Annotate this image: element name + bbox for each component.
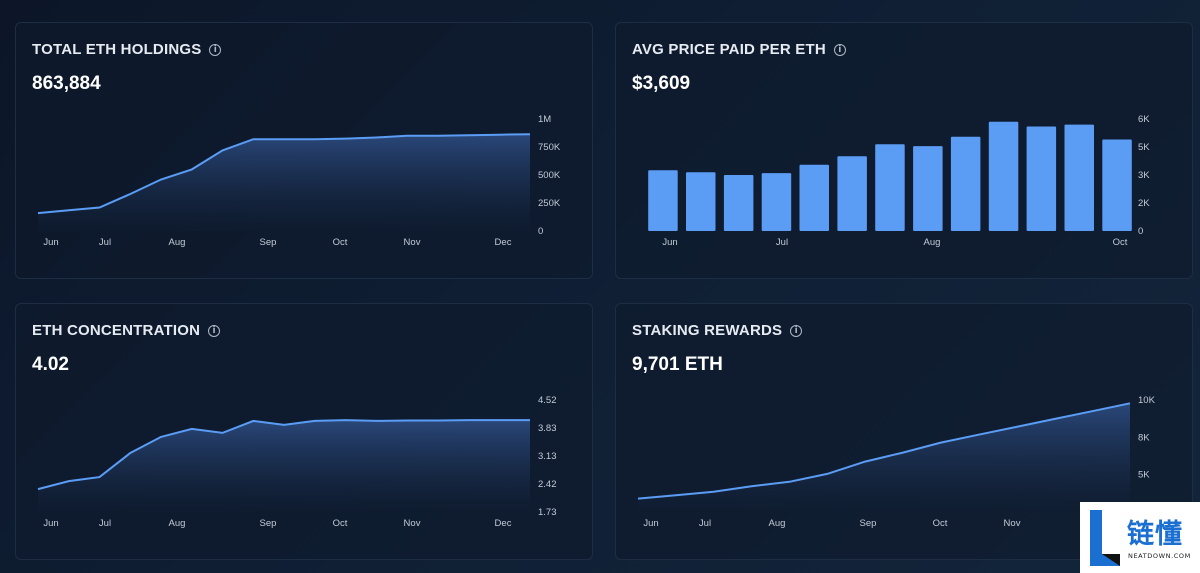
x-tick-label: Aug — [769, 518, 786, 529]
eth-concentration-card: ETH CONCENTRATION i 4.02 4.52 3.83 3.13 2.4… — [15, 303, 593, 560]
card-value: $3,609 — [632, 73, 691, 94]
x-tick-label: Sep — [260, 237, 277, 248]
card-title: STAKING REWARDS i — [632, 322, 803, 339]
x-tick-label: Jun — [43, 237, 58, 248]
x-tick-label: Oct — [933, 518, 948, 529]
y-tick-label: 0 — [538, 226, 543, 237]
logo-mark-icon — [1090, 510, 1120, 566]
info-icon[interactable]: i — [209, 43, 222, 56]
x-tick-label: Sep — [860, 518, 877, 529]
x-tick-label: Jul — [99, 518, 111, 529]
bar[interactable] — [913, 146, 943, 231]
area-fill — [38, 134, 530, 231]
concentration-chart: 4.52 3.83 3.13 2.42 1.73 Jun Jul Aug Sep Oct Nov De… — [37, 395, 557, 529]
x-tick-label: Nov — [1004, 518, 1021, 529]
y-tick-label: 6K — [1138, 114, 1150, 125]
x-tick-label: Jun — [662, 237, 677, 248]
y-tick-label: 5K — [1138, 142, 1150, 153]
holdings-chart: 1M 750K 500K 250K 0 Jun Jul Aug Sep Oct Nov Dec — [37, 114, 561, 248]
bar[interactable] — [1064, 124, 1095, 231]
bar[interactable] — [875, 144, 905, 231]
bar[interactable] — [799, 164, 830, 231]
info-icon[interactable]: i — [208, 324, 221, 337]
y-tick-label: 4.52 — [538, 395, 557, 406]
x-tick-label: Oct — [333, 237, 348, 248]
card-value: 9,701 ETH — [632, 354, 723, 375]
bar[interactable] — [1102, 139, 1132, 232]
x-tick-label: Jun — [643, 518, 658, 529]
y-tick-label: 5K — [1138, 470, 1150, 481]
x-tick-label: Dec — [495, 518, 512, 529]
x-tick-label: Oct — [1113, 237, 1128, 248]
y-tick-label: 1.73 — [538, 507, 557, 518]
bar[interactable] — [648, 170, 678, 231]
card-value: 863,884 — [32, 73, 101, 94]
x-tick-label: Aug — [169, 237, 186, 248]
x-tick-label: Aug — [924, 237, 941, 248]
watermark-logo: 链懂 NEATDOWN.COM — [1080, 502, 1200, 573]
info-icon[interactable]: i — [790, 324, 803, 337]
card-title: AVG PRICE PAID PER ETH i — [632, 41, 846, 58]
x-tick-label: Sep — [260, 518, 277, 529]
bar[interactable] — [950, 136, 981, 231]
y-tick-label: 2K — [1138, 198, 1150, 209]
y-tick-label: 1M — [538, 114, 551, 125]
total-eth-holdings-card: TOTAL ETH HOLDINGS i 863,884 1M 750K 500K 2… — [15, 22, 593, 279]
avg-price-chart: 6K 5K 3K 2K 0 Jun Jul Aug Oct — [648, 114, 1150, 248]
bar[interactable] — [988, 121, 1019, 231]
card-title: ETH CONCENTRATION i — [32, 322, 221, 339]
y-tick-label: 3.83 — [538, 423, 557, 434]
y-tick-label: 3K — [1138, 170, 1150, 181]
x-tick-label: Jul — [99, 237, 111, 248]
y-tick-label: 0 — [1138, 226, 1143, 237]
watermark-en: NEATDOWN.COM — [1128, 552, 1191, 560]
y-tick-label: 8K — [1138, 432, 1150, 443]
y-tick-label: 250K — [538, 198, 561, 209]
y-tick-label: 3.13 — [538, 451, 557, 462]
x-tick-label: Jun — [43, 518, 58, 529]
x-tick-label: Nov — [404, 518, 421, 529]
x-tick-label: Dec — [495, 237, 512, 248]
x-tick-label: Nov — [404, 237, 421, 248]
bar[interactable] — [686, 172, 716, 231]
area-fill — [38, 420, 530, 512]
watermark-cn: 链懂 — [1127, 519, 1183, 550]
info-icon[interactable]: i — [833, 43, 846, 56]
bar[interactable] — [1026, 126, 1057, 232]
y-tick-label: 500K — [538, 170, 561, 181]
bar[interactable] — [723, 175, 754, 231]
bar[interactable] — [761, 173, 792, 231]
x-tick-label: Jul — [699, 518, 711, 529]
y-tick-label: 10K — [1138, 395, 1156, 406]
x-tick-label: Jul — [776, 237, 788, 248]
staking-rewards-card: STAKING REWARDS i 9,701 ETH 10K8K5K3KJun… — [615, 303, 1193, 560]
bar[interactable] — [837, 156, 867, 231]
card-title: TOTAL ETH HOLDINGS i — [32, 41, 222, 58]
avg-price-card: AVG PRICE PAID PER ETH i $3,609 6K 5K 3K 2K… — [615, 22, 1193, 279]
x-tick-label: Oct — [333, 518, 348, 529]
card-value: 4.02 — [32, 354, 69, 375]
y-tick-label: 750K — [538, 142, 561, 153]
y-tick-label: 2.42 — [538, 479, 557, 490]
series-line — [637, 402, 1131, 500]
x-tick-label: Aug — [169, 518, 186, 529]
